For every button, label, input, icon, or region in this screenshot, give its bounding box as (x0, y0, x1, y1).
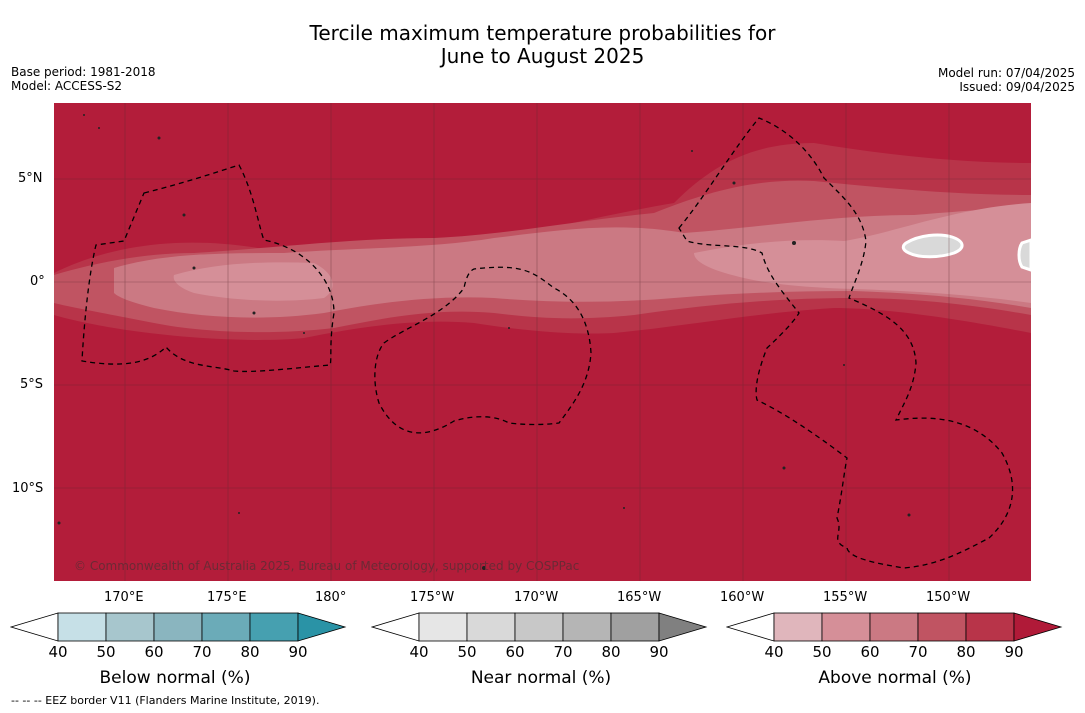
colorbar-segment (562, 612, 612, 642)
eez-footnote: -- -- -- EEZ border V11 (Flanders Marine… (11, 694, 320, 707)
island-dot (83, 114, 85, 116)
island-dot (238, 512, 240, 514)
colorbar-above (726, 612, 1063, 642)
colorbar-left-arrow (10, 612, 59, 642)
model-text: Model: ACCESS-S2 (11, 79, 123, 93)
colorbar-segment (917, 612, 967, 642)
eez-borders (81, 117, 1014, 569)
colorbar-tick-label: 50 (812, 643, 832, 661)
colorbar-tick-label: 70 (908, 643, 928, 661)
lat-label-5s: 5°S (20, 377, 44, 392)
island-dot (303, 332, 305, 334)
island-dot (57, 521, 61, 525)
colorbar-tick-label: 40 (409, 643, 429, 661)
colorbar-tick-label: 40 (764, 643, 784, 661)
colorbar-right-arrow (1013, 612, 1063, 642)
colorbar-near (371, 612, 708, 642)
island-dot (157, 136, 161, 140)
eez-border-3 (678, 117, 1014, 569)
colorbar-right-arrow (297, 612, 347, 642)
colorbar-segment (821, 612, 871, 642)
colorbar-segment (514, 612, 564, 642)
map-title: Tercile maximum temperature probabilitie… (0, 22, 1085, 68)
band-50 (173, 203, 1031, 303)
colorbar-segment (773, 612, 823, 642)
title-line-1: Tercile maximum temperature probabilitie… (309, 21, 776, 45)
colorbar-above-label: Above normal (%) (818, 668, 972, 688)
meta-left: Base period: 1981-2018 Model: ACCESS-S2 (11, 65, 156, 93)
island-dot (792, 241, 796, 245)
colorbar-segment (57, 612, 107, 642)
island-dot (98, 127, 100, 129)
island-dot (182, 213, 186, 217)
colorbar-segment (105, 612, 155, 642)
colorbar-segment (153, 612, 203, 642)
island-dot (252, 311, 256, 315)
colorbar-tick-label: 60 (860, 643, 880, 661)
island-dot (691, 150, 693, 152)
band-60 (114, 207, 1031, 318)
colorbar-near-label: Near normal (%) (470, 668, 612, 688)
lon-label-175e: 175°E (207, 590, 247, 605)
colorbar-tick-label: 40 (48, 643, 68, 661)
island-dot (782, 466, 786, 470)
colorbar-below (10, 612, 347, 642)
near-normal-patch-1 (901, 233, 964, 259)
island-dot (732, 181, 736, 185)
colorbar-tick-label: 50 (457, 643, 477, 661)
island-dot (192, 266, 196, 270)
eez-border-1 (81, 164, 335, 373)
island-dot (843, 364, 845, 366)
meta-right: Model run: 07/04/2025 Issued: 09/04/2025 (938, 66, 1075, 94)
lon-label-175w: 175°W (410, 590, 455, 605)
colorbar-right-arrow (658, 612, 708, 642)
probability-map: © Commonwealth of Australia 2025, Bureau… (54, 103, 1031, 581)
lon-label-165w: 165°W (617, 590, 662, 605)
lon-label-180: 180° (315, 590, 347, 605)
colorbar-segment (466, 612, 516, 642)
lat-label-10s: 10°S (12, 481, 44, 496)
island-dot (623, 507, 625, 509)
colorbar-segment (249, 612, 299, 642)
title-line-2: June to August 2025 (440, 44, 645, 68)
colorbar-tick-label: 70 (192, 643, 212, 661)
islands (57, 114, 911, 570)
colorbar-below-label: Below normal (%) (99, 668, 251, 688)
lat-label-5n: 5°N (18, 171, 43, 186)
colorbar-left-arrow (371, 612, 420, 642)
colorbar-tick-label: 60 (144, 643, 164, 661)
colorbar-tick-label: 70 (553, 643, 573, 661)
lat-label-0: 0° (30, 274, 45, 289)
colorbar-tick-label: 80 (956, 643, 976, 661)
colorbar-segment (869, 612, 919, 642)
colorbar-tick-label: 90 (649, 643, 669, 661)
island-dot (907, 513, 911, 517)
lon-label-160w: 160°W (720, 590, 765, 605)
lon-label-170e: 170°E (104, 590, 144, 605)
colorbar-tick-label: 80 (601, 643, 621, 661)
base-period-text: Base period: 1981-2018 (11, 65, 156, 79)
colorbar-tick-label: 80 (240, 643, 260, 661)
copyright-text: © Commonwealth of Australia 2025, Bureau… (74, 559, 579, 573)
colorbar-tick-label: 90 (288, 643, 308, 661)
island-dot (482, 566, 486, 570)
lon-label-170w: 170°W (514, 590, 559, 605)
colorbar-segment (610, 612, 660, 642)
colorbar-left-arrow (726, 612, 775, 642)
colorbar-segment (965, 612, 1015, 642)
near-normal-patch-2 (1017, 238, 1031, 272)
lon-label-150w: 150°W (926, 590, 971, 605)
colorbar-tick-label: 50 (96, 643, 116, 661)
colorbar-tick-label: 60 (505, 643, 525, 661)
island-dot (508, 327, 510, 329)
colorbar-segment (201, 612, 251, 642)
colorbar-segment (418, 612, 468, 642)
colorbar-tick-label: 90 (1004, 643, 1024, 661)
issued-text: Issued: 09/04/2025 (959, 80, 1075, 94)
model-run-text: Model run: 07/04/2025 (937, 66, 1075, 80)
lon-label-155w: 155°W (823, 590, 868, 605)
